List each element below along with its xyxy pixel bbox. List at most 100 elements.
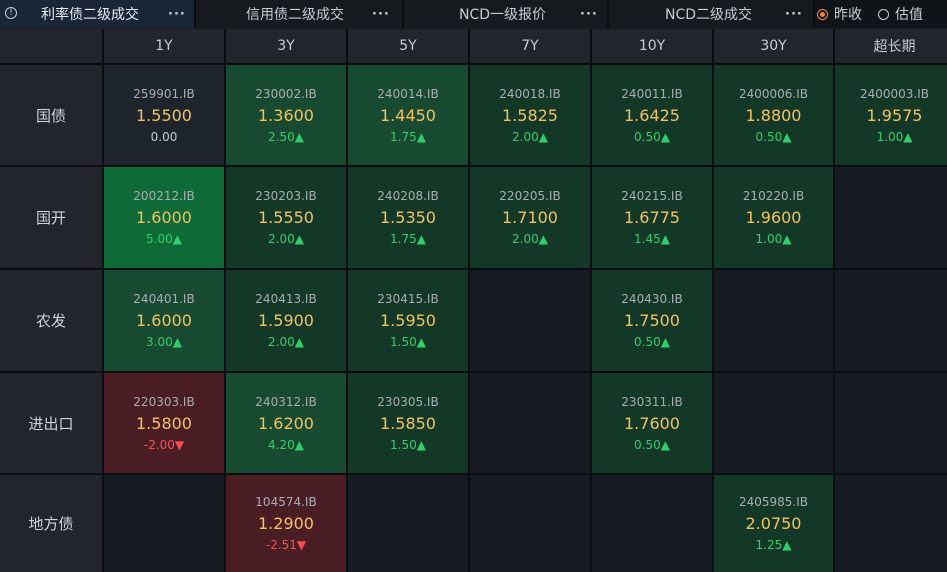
empty-cell — [714, 270, 833, 371]
bond-change: 1.00▲ — [755, 232, 792, 246]
bond-cell[interactable]: 240312.IB 1.6200 4.20▲ — [226, 373, 346, 473]
bond-change: 2.00▲ — [512, 232, 548, 246]
bond-yield: 1.7100 — [502, 208, 558, 227]
bond-yield: 1.9600 — [745, 208, 802, 227]
bond-yield: 1.5850 — [380, 413, 436, 433]
bond-cell[interactable]: 230415.IB 1.5950 1.50▲ — [348, 270, 468, 371]
bond-change: -2.51▼ — [265, 538, 307, 552]
bond-yield: 1.5500 — [136, 105, 192, 125]
more-dots-icon[interactable]: ··· — [785, 6, 803, 22]
empty-cell — [592, 475, 712, 572]
bond-change: 4.20▲ — [268, 437, 304, 452]
bond-code: 240011.IB — [621, 86, 683, 101]
empty-cell — [470, 475, 590, 572]
bond-yield: 1.2900 — [258, 514, 314, 533]
tab-ncd-secondary[interactable]: NCD二级成交 ··· — [609, 0, 815, 28]
bond-cell[interactable]: 240014.IB 1.4450 1.75▲ — [348, 65, 468, 165]
bond-yield: 1.5800 — [136, 413, 192, 433]
bond-yield: 1.5350 — [380, 208, 436, 227]
row-header: 进出口 — [0, 373, 102, 473]
price-basis-radio-group: 昨收 估值 — [817, 0, 939, 28]
bond-change: 0.50▲ — [634, 335, 670, 349]
bond-yield: 1.5950 — [380, 311, 436, 330]
bond-cell[interactable]: 230002.IB 1.3600 2.50▲ — [226, 65, 346, 165]
row-header: 国开 — [0, 167, 102, 268]
bond-code: 240430.IB — [621, 292, 683, 306]
bond-yield: 1.4450 — [380, 105, 436, 125]
bond-code: 230311.IB — [621, 394, 683, 409]
bond-cell[interactable]: 220205.IB 1.7100 2.00▲ — [470, 167, 590, 268]
bond-cell[interactable]: 220303.IB 1.5800 -2.00▼ — [104, 373, 224, 473]
bond-yield: 1.5900 — [258, 311, 314, 330]
bond-yield: 1.5550 — [258, 208, 314, 227]
bond-cell[interactable]: 200212.IB 1.6000 5.00▲ — [104, 167, 224, 268]
bond-change: 2.50▲ — [268, 129, 304, 144]
bond-yield: 1.3600 — [258, 105, 314, 125]
bond-code: 220205.IB — [499, 189, 561, 203]
bond-code: 240413.IB — [255, 292, 317, 306]
bond-code: 230415.IB — [377, 292, 439, 306]
yield-matrix: 1Y 3Y 5Y 7Y 10Y 30Y 超长期 国债 259901.IB 1.550… — [0, 29, 947, 572]
bond-code: 230305.IB — [377, 394, 439, 409]
bond-cell[interactable]: 230305.IB 1.5850 1.50▲ — [348, 373, 468, 473]
more-dots-icon[interactable]: ··· — [168, 6, 186, 22]
bond-cell[interactable]: 240401.IB 1.6000 3.00▲ — [104, 270, 224, 371]
tab-label: NCD一级报价 — [459, 7, 547, 23]
bond-code: 240208.IB — [377, 189, 439, 203]
tab-label: 利率债二级成交 — [41, 7, 139, 23]
bond-change: 0.50▲ — [634, 437, 670, 452]
bond-code: 2400003.IB — [859, 86, 930, 101]
col-header-ultra-long: 超长期 — [835, 29, 947, 63]
bond-change: 0.00 — [150, 129, 178, 144]
bond-change: -2.00▼ — [143, 437, 185, 452]
tab-label: NCD二级成交 — [665, 7, 753, 23]
bond-change: 1.45▲ — [634, 232, 670, 246]
empty-cell — [835, 167, 947, 268]
col-header-1y: 1Y — [104, 29, 224, 63]
bond-cell[interactable]: 259901.IB 1.5500 0.00 — [104, 65, 224, 165]
radio-prev-close[interactable]: 昨收 — [817, 4, 862, 24]
bond-code: 230002.IB — [255, 86, 317, 101]
bond-code: 259901.IB — [133, 86, 195, 101]
col-header-7y: 7Y — [470, 29, 590, 63]
bond-yield: 1.9575 — [866, 105, 923, 125]
bond-change: 1.75▲ — [390, 232, 426, 246]
radio-checked-icon — [817, 8, 828, 20]
bond-change: 2.00▲ — [268, 232, 304, 246]
bond-cell[interactable]: 240018.IB 1.5825 2.00▲ — [470, 65, 590, 165]
bond-code: 104574.IB — [255, 495, 317, 509]
tab-credit-bond-secondary[interactable]: 信用债二级成交 ··· — [196, 0, 404, 28]
bond-cell[interactable]: 2405985.IB 2.0750 1.25▲ — [714, 475, 833, 572]
bond-code: 240018.IB — [499, 86, 561, 101]
tab-bar: ! 利率债二级成交 ··· 信用债二级成交 ··· NCD一级报价 ··· NC… — [0, 0, 947, 28]
bond-code: 2405985.IB — [738, 495, 809, 509]
more-dots-icon[interactable]: ··· — [580, 6, 598, 22]
tab-ncd-primary-quote[interactable]: NCD一级报价 ··· — [404, 0, 609, 28]
bond-code: 210220.IB — [742, 189, 805, 203]
radio-label: 估值 — [895, 7, 923, 23]
bond-cell[interactable]: 2400003.IB 1.9575 1.00▲ — [835, 65, 947, 165]
more-dots-icon[interactable]: ··· — [372, 6, 390, 22]
bond-yield: 1.7500 — [624, 311, 680, 330]
bond-yield: 1.6775 — [624, 208, 680, 227]
radio-label: 昨收 — [834, 7, 862, 23]
bond-cell[interactable]: 240215.IB 1.6775 1.45▲ — [592, 167, 712, 268]
col-header-30y: 30Y — [714, 29, 833, 63]
bond-cell[interactable]: 230311.IB 1.7600 0.50▲ — [592, 373, 712, 473]
bond-cell[interactable]: 2400006.IB 1.8800 0.50▲ — [714, 65, 833, 165]
bond-cell[interactable]: 230203.IB 1.5550 2.00▲ — [226, 167, 346, 268]
tab-rate-bond-secondary[interactable]: ! 利率债二级成交 ··· — [0, 0, 196, 28]
info-icon[interactable]: ! — [5, 7, 17, 19]
bond-cell[interactable]: 240011.IB 1.6425 0.50▲ — [592, 65, 712, 165]
bond-code: 200212.IB — [133, 189, 195, 203]
bond-cell[interactable]: 104574.IB 1.2900 -2.51▼ — [226, 475, 346, 572]
row-header: 农发 — [0, 270, 102, 371]
empty-cell — [835, 373, 947, 473]
bond-cell[interactable]: 240413.IB 1.5900 2.00▲ — [226, 270, 346, 371]
bond-cell[interactable]: 240208.IB 1.5350 1.75▲ — [348, 167, 468, 268]
empty-cell — [104, 475, 224, 572]
bond-yield: 1.6425 — [624, 105, 680, 125]
bond-cell[interactable]: 240430.IB 1.7500 0.50▲ — [592, 270, 712, 371]
radio-valuation[interactable]: 估值 — [878, 4, 923, 24]
bond-cell[interactable]: 210220.IB 1.9600 1.00▲ — [714, 167, 833, 268]
